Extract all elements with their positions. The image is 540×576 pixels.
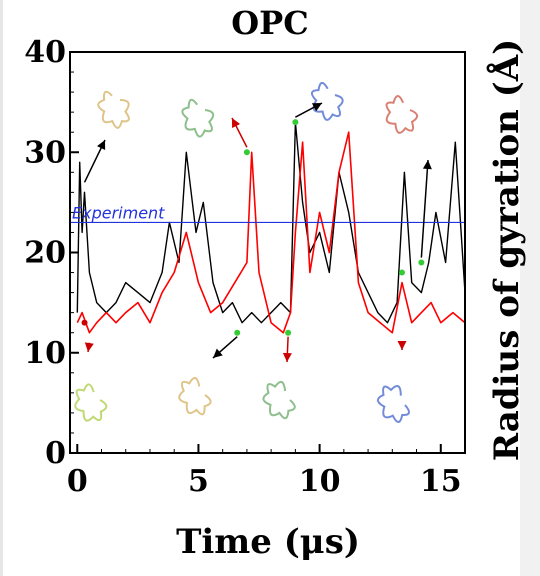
structure-chain: [262, 380, 296, 420]
y-tick-label: 20: [24, 236, 66, 271]
green-marker: [418, 259, 425, 266]
x-tick-label: 0: [67, 464, 88, 499]
structure-thumbnail: [262, 380, 296, 420]
x-tick-label: 5: [188, 464, 209, 499]
green-marker: [243, 149, 250, 156]
left-margin-rule: [0, 0, 3, 576]
structure-chain: [310, 81, 344, 121]
pointer-arrow: [83, 139, 106, 183]
y-tick-label: 30: [24, 135, 66, 170]
arrow-head: [422, 160, 432, 170]
green-marker: [398, 269, 405, 276]
structure-thumbnail: [376, 384, 410, 424]
arrow-head: [282, 352, 292, 362]
annotation-layer: [81, 102, 432, 363]
series-line-1: [76, 121, 466, 324]
pointer-arrow: [282, 336, 292, 363]
y-axis: 0 10 20 30 40: [24, 35, 79, 471]
experiment-label: Experiment: [72, 203, 165, 222]
green-marker: [234, 329, 241, 336]
y-axis-label: Radius of gyration (Å): [486, 39, 527, 461]
pointer-arrow: [295, 102, 323, 118]
structure-thumbnail: [385, 94, 419, 134]
x-axis: 0 5 10 15: [67, 444, 462, 499]
red-marker: [81, 319, 88, 326]
structure-chain: [376, 384, 410, 424]
structure-thumbnail: [74, 383, 108, 422]
structure-thumbnail: [310, 81, 344, 121]
pointer-arrow: [420, 159, 432, 258]
pointer-arrow: [397, 340, 407, 351]
y-tick-label: 0: [45, 436, 66, 471]
arrow-head: [397, 340, 407, 350]
x-tick-label: 10: [299, 464, 341, 499]
y-tick-label: 40: [24, 35, 66, 70]
arrow-head: [232, 118, 241, 129]
pointer-arrow: [212, 336, 238, 359]
series-layer: [76, 121, 466, 334]
x-tick-label: 15: [420, 464, 462, 499]
right-margin-rule: [520, 0, 540, 576]
structure-chain: [385, 94, 419, 134]
chart-title: OPC: [231, 4, 308, 42]
y-tick-label: 10: [24, 336, 66, 371]
arrow-head: [97, 140, 106, 151]
pointer-arrow: [84, 342, 94, 353]
structure-thumbnails: [74, 81, 419, 424]
pointer-arrow: [231, 117, 248, 148]
structure-thumbnail: [97, 90, 130, 129]
structure-chain: [97, 90, 130, 129]
structure-thumbnail: [181, 98, 215, 138]
x-axis-label: Time (μs): [176, 522, 360, 562]
structure-chain: [181, 98, 215, 138]
green-marker: [285, 329, 292, 336]
arrow-head: [311, 103, 322, 112]
arrow-head: [213, 348, 223, 358]
green-marker: [292, 119, 299, 126]
structure-chain: [74, 383, 108, 422]
structure-chain: [178, 377, 212, 416]
structure-thumbnail: [178, 377, 212, 416]
arrow-head: [84, 342, 94, 352]
arrow-shaft: [420, 159, 429, 258]
series-line-2: [76, 131, 466, 334]
